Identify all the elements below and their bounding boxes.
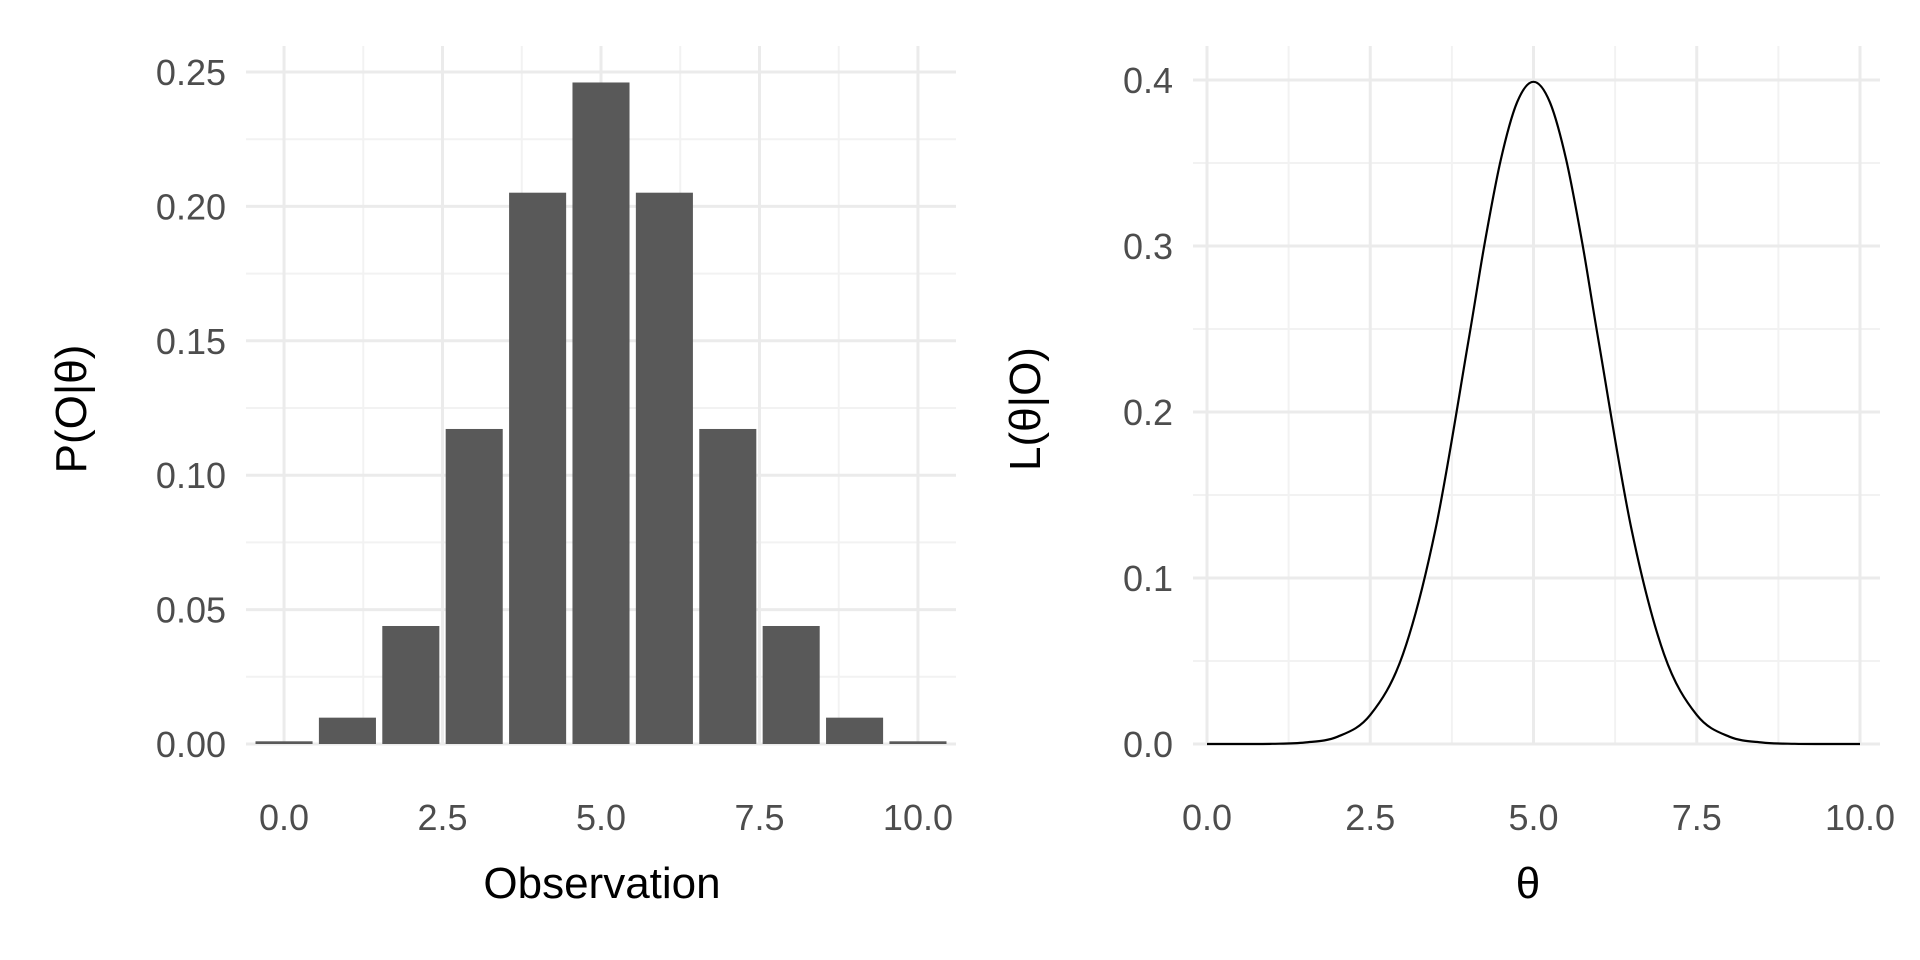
bar [572, 82, 630, 744]
line-chart-y-tick-labels: 0.0 0.1 0.2 0.3 0.4 [1123, 60, 1173, 765]
bar-chart-y-axis-title: P(O|θ) [47, 345, 96, 474]
y-tick-label: 0.1 [1123, 558, 1173, 599]
bar [445, 428, 503, 744]
x-tick-label: 10.0 [1825, 797, 1895, 838]
y-tick-label: 0.4 [1123, 60, 1173, 101]
line-chart-grid [1193, 46, 1880, 746]
y-tick-label: 0.15 [156, 321, 226, 362]
y-tick-label: 0.10 [156, 455, 226, 496]
bar-chart-panel: 0.00 0.05 0.10 0.15 0.20 0.25 0.0 2.5 5.0 7.5 10.… [47, 46, 956, 908]
x-tick-label: 7.5 [1672, 797, 1722, 838]
likelihood-line [1206, 80, 1861, 746]
x-tick-label: 7.5 [734, 797, 784, 838]
x-tick-label: 5.0 [576, 797, 626, 838]
line-chart-series [1206, 80, 1861, 746]
bar [762, 625, 820, 744]
bar [318, 717, 376, 744]
bar [255, 741, 313, 744]
line-chart-y-axis-title: L(θ|O) [1001, 347, 1050, 471]
y-tick-label: 0.25 [156, 52, 226, 93]
y-tick-label: 0.0 [1123, 724, 1173, 765]
line-chart-x-tick-labels: 0.0 2.5 5.0 7.5 10.0 [1182, 797, 1895, 838]
bar [509, 192, 567, 745]
y-tick-label: 0.05 [156, 590, 226, 631]
x-tick-label: 0.0 [259, 797, 309, 838]
bar-chart-x-axis-title: Observation [483, 859, 720, 908]
bar-chart-x-tick-labels: 0.0 2.5 5.0 7.5 10.0 [259, 797, 953, 838]
bar-chart-y-tick-labels: 0.00 0.05 0.10 0.15 0.20 0.25 [156, 52, 226, 765]
bar [889, 741, 947, 744]
y-tick-label: 0.20 [156, 186, 226, 227]
x-tick-label: 2.5 [417, 797, 467, 838]
x-tick-label: 2.5 [1345, 797, 1395, 838]
bar [635, 192, 693, 745]
x-tick-label: 5.0 [1508, 797, 1558, 838]
bar-chart-bars [255, 82, 947, 745]
x-tick-label: 10.0 [883, 797, 953, 838]
y-tick-label: 0.2 [1123, 392, 1173, 433]
y-tick-label: 0.3 [1123, 226, 1173, 267]
line-chart-x-axis-title: θ [1516, 859, 1540, 908]
bar [826, 717, 884, 744]
bar [382, 625, 440, 744]
y-tick-label: 0.00 [156, 724, 226, 765]
line-chart-panel: 0.0 0.1 0.2 0.3 0.4 0.0 2.5 5.0 7.5 10.0 θ L(θ|O… [1001, 46, 1895, 908]
bar [699, 428, 757, 744]
x-tick-label: 0.0 [1182, 797, 1232, 838]
